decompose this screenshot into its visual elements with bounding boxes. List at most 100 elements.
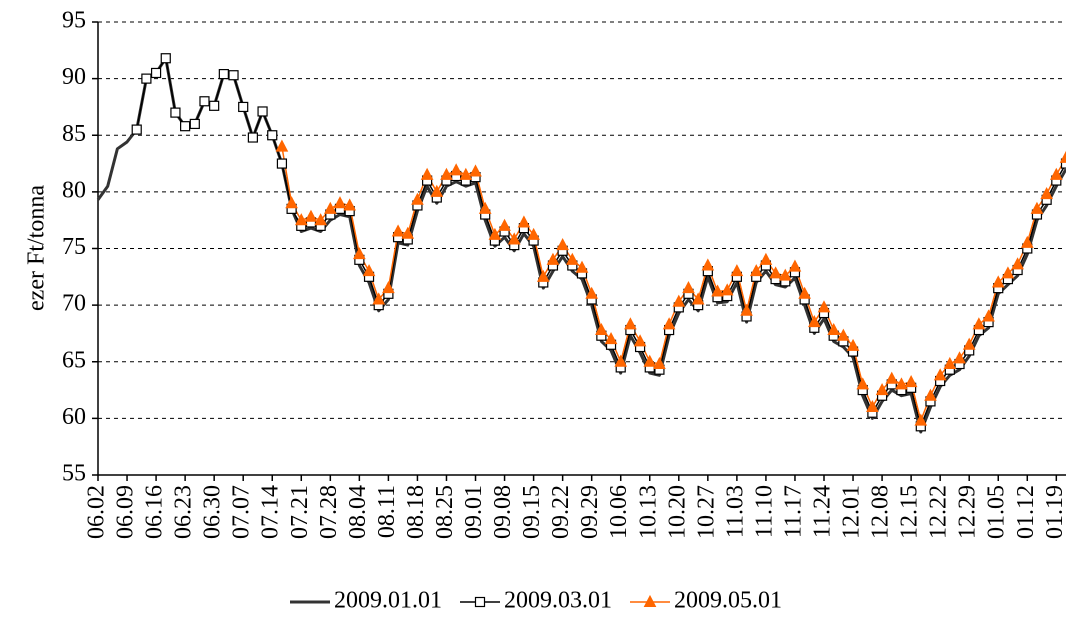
square-marker [150,67,162,79]
triangle-marker [885,371,899,384]
square-marker [276,158,288,169]
triangle-marker [1011,257,1024,270]
x-tick-label: 12.08 [868,485,894,539]
triangle-marker [943,356,957,370]
triangle-marker [459,167,473,180]
x-tick-label: 11.17 [780,485,806,538]
x-tick-label: 11.03 [722,485,748,538]
x-tick-label: 08.04 [345,485,371,539]
square-marker [267,130,278,141]
triangle-marker [430,184,444,197]
y-tick-label: 60 [62,404,86,430]
triangle-marker [595,322,608,336]
triangle-marker [401,226,415,239]
triangle-marker [449,163,463,176]
triangle-marker [624,317,637,330]
y-tick-label: 75 [62,234,86,260]
x-tick-label: 07.07 [229,485,255,539]
triangle-marker [420,167,434,180]
triangle-marker [469,164,482,177]
legend-label: 2009.03.01 [504,588,612,614]
y-tick-label: 70 [62,291,86,317]
triangle-marker [875,382,889,396]
y-tick-label: 90 [62,64,86,90]
x-tick-label: 11.24 [810,485,836,538]
triangle-marker [440,167,453,180]
triangle-marker [701,258,715,271]
triangle-marker [953,351,966,364]
y-tick-label: 80 [62,177,86,203]
square-marker [474,596,486,608]
square-marker [160,53,171,64]
triangle-marker [527,227,540,240]
square-marker [218,68,229,80]
triangle-marker [1020,235,1034,248]
legend-label: 2009.05.01 [674,588,782,614]
triangle-marker [391,224,405,237]
square-marker [131,124,142,135]
triangle-marker [362,264,376,277]
triangle-marker [807,315,821,328]
x-tick-label: 06.16 [142,485,168,539]
x-tick-label: 01.12 [1013,485,1039,539]
triangle-marker [827,322,841,336]
triangle-marker [933,368,947,381]
triangle-marker [643,594,657,607]
triangle-marker [585,286,599,299]
triangle-marker [643,354,657,367]
x-tick-label: 06.30 [200,485,226,539]
square-marker [238,101,249,113]
triangle-marker [565,252,579,265]
x-tick-label: 06.02 [84,485,110,539]
triangle-marker [749,264,763,277]
triangle-marker [478,201,492,214]
square-marker [257,106,268,117]
triangle-marker [517,215,531,228]
triangle-marker [614,354,628,367]
x-tick-label: 12.15 [897,485,923,539]
series-line [281,146,1066,422]
triangle-marker [904,375,918,388]
triangle-marker [837,328,850,341]
y-tick-label: 95 [62,8,86,34]
x-tick-label: 10.06 [606,485,632,539]
square-marker [141,73,152,84]
x-tick-label: 12.01 [839,485,865,539]
x-tick-label: 07.21 [287,485,313,539]
triangle-marker [672,294,686,307]
triangle-marker [488,227,502,240]
triangle-marker [314,213,327,226]
triangle-marker [662,317,676,330]
triangle-marker [1059,150,1066,163]
square-marker [180,121,191,132]
triangle-marker [924,388,937,401]
triangle-marker [411,192,424,205]
x-tick-label: 01.19 [1042,485,1066,539]
square-marker [170,107,181,118]
triangle-marker [546,252,560,265]
triangle-marker [711,284,724,297]
triangle-marker [323,201,337,214]
triangle-marker [1001,266,1015,279]
triangle-marker [604,332,618,345]
triangle-marker [769,266,782,279]
triangle-marker [982,309,995,322]
x-tick-label: 09.29 [577,485,603,539]
triangle-marker [788,259,802,272]
triangle-marker [294,213,308,226]
x-tick-label: 10.20 [664,485,690,539]
triangle-marker [275,139,289,152]
square-marker [247,132,258,143]
x-tick-label: 09.22 [548,485,574,539]
triangle-marker [846,338,860,351]
x-tick-label: 09.08 [490,485,516,539]
triangle-marker [856,377,870,390]
triangle-marker [778,268,792,281]
x-tick-label: 09.15 [519,485,545,539]
x-tick-label: 06.23 [171,485,197,539]
triangle-marker [817,300,831,313]
triangle-marker [740,303,753,316]
x-tick-label: 08.25 [432,485,458,539]
triangle-marker [730,264,744,277]
